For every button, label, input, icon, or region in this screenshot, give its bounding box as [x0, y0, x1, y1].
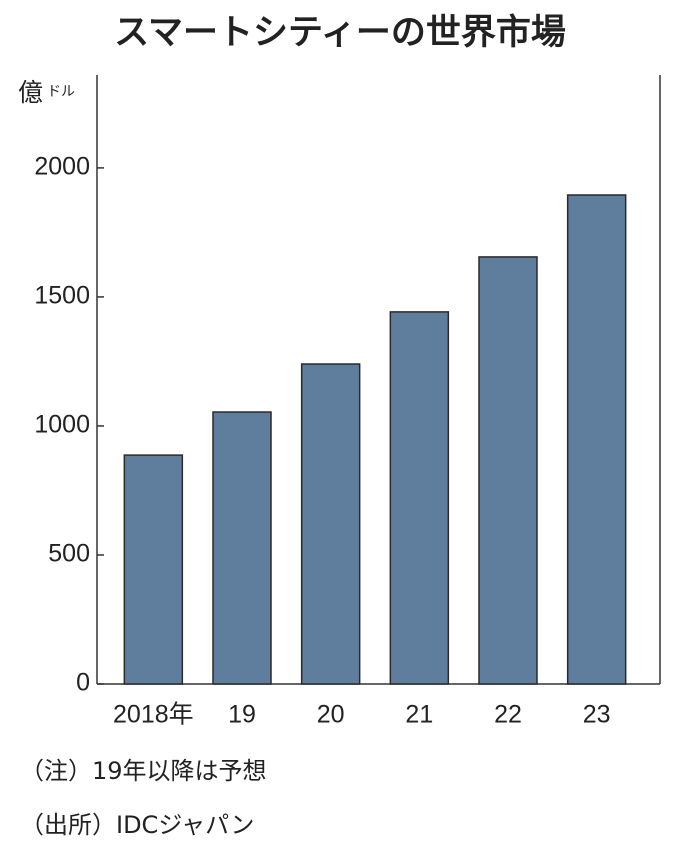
- x-tick-label: 22: [494, 701, 522, 729]
- x-tick-label: 21: [405, 701, 433, 729]
- x-tick-label: 20: [317, 701, 345, 729]
- bar: [389, 311, 450, 685]
- y-tick-label: 500: [48, 540, 90, 568]
- x-tick-label: 19: [228, 701, 256, 729]
- x-tick-label: 23: [583, 701, 611, 729]
- y-tick-label: 1000: [34, 411, 90, 439]
- bar: [566, 194, 627, 685]
- bar: [300, 363, 361, 685]
- bar: [123, 454, 184, 685]
- y-label: 億: [18, 78, 43, 107]
- note: （注）19年以降は予想: [20, 757, 267, 785]
- y-label-unit: ドル: [47, 84, 75, 100]
- source: （出所）IDCジャパン: [20, 811, 254, 839]
- y-tick-label: 0: [76, 669, 90, 697]
- chart-title: スマートシティーの世界市場: [114, 13, 566, 53]
- x-tick-label: 2018年: [113, 701, 194, 729]
- bar: [212, 411, 272, 685]
- y-tick-label: 2000: [34, 153, 90, 181]
- bar: [478, 256, 538, 685]
- y-tick-label: 1500: [34, 282, 90, 310]
